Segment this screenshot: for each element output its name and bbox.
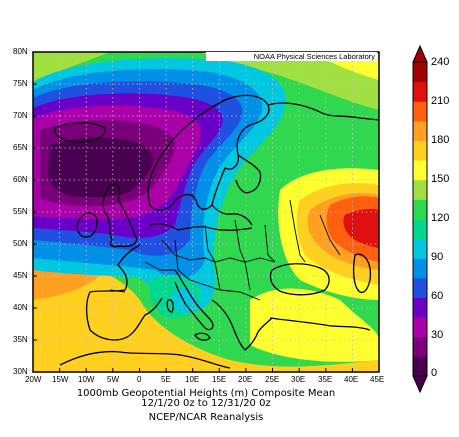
lon-label: 40E <box>344 375 359 384</box>
lon-label: 45E <box>370 375 385 384</box>
map-source: NCEP/NCAR Reanalysis <box>148 412 264 423</box>
colorbar-segment <box>413 336 427 357</box>
colorbar-segment <box>413 219 427 240</box>
colorbar-label: 90 <box>431 251 444 263</box>
lon-label: 15W <box>52 375 69 384</box>
lat-label: 75N <box>13 79 28 88</box>
colorbar-label: 210 <box>431 95 450 107</box>
lon-label: 35E <box>318 375 333 384</box>
lon-label: 10W <box>78 375 95 384</box>
map-title: 1000mb Geopotential Heights (m) Composit… <box>76 388 336 399</box>
lon-label: 30E <box>291 375 306 384</box>
lon-label: 25E <box>265 375 280 384</box>
colorbar-segment <box>413 81 427 102</box>
lat-label: 55N <box>13 207 28 216</box>
colorbar-label: 240 <box>431 56 450 68</box>
colorbar <box>412 44 428 394</box>
colorbar-segment <box>413 62 427 83</box>
lon-label: 20E <box>238 375 253 384</box>
colorbar-segment <box>413 238 427 259</box>
colorbar-label: 180 <box>431 134 450 146</box>
colorbar-segment <box>413 160 427 181</box>
lon-label: 20W <box>25 375 42 384</box>
lon-label: 5E <box>161 375 171 384</box>
lat-label: 65N <box>13 143 28 152</box>
lon-label: 10E <box>185 375 200 384</box>
lat-label: 70N <box>13 111 28 120</box>
colorbar-segment <box>413 356 427 377</box>
colorbar-segment <box>413 277 427 298</box>
colorbar-segment <box>413 317 427 338</box>
lat-label: 40N <box>13 303 28 312</box>
lon-label: 5W <box>107 375 119 384</box>
colorbar-label: 0 <box>431 367 438 379</box>
lon-label: 0 <box>137 375 142 384</box>
colorbar-segment <box>413 199 427 220</box>
lat-label: 45N <box>13 271 28 280</box>
lat-label: 35N <box>13 335 28 344</box>
colorbar-segment <box>413 258 427 279</box>
credit-label: NOAA Physical Sciences Laboratory <box>206 52 377 61</box>
colorbar-label: 150 <box>431 173 450 185</box>
colorbar-segment <box>413 297 427 318</box>
colorbar-label: 60 <box>431 290 444 302</box>
lat-label: 50N <box>13 239 28 248</box>
lat-label: 30N <box>13 367 28 376</box>
colorbar-label: 120 <box>431 212 450 224</box>
colorbar-segment <box>413 179 427 200</box>
lat-label: 60N <box>13 175 28 184</box>
lat-label: 80N <box>13 47 28 56</box>
colorbar-label: 30 <box>431 329 444 341</box>
map-date-range: 12/1/20 0z to 12/31/20 0z <box>141 398 271 409</box>
colorbar-segment <box>413 101 427 122</box>
colorbar-segment <box>413 140 427 161</box>
colorbar-segment <box>413 120 427 141</box>
lon-label: 15E <box>212 375 227 384</box>
